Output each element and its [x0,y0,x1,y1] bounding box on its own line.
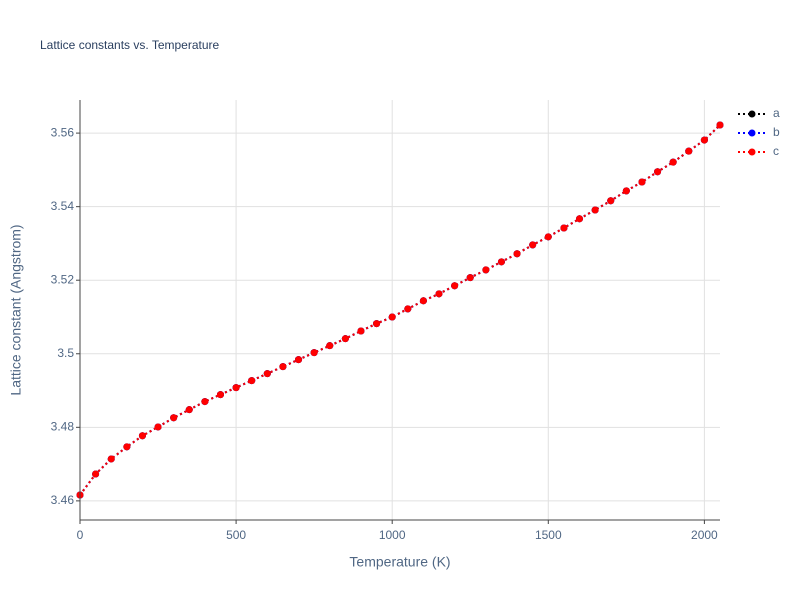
data-point [310,349,318,357]
data-point [170,414,178,422]
data-point [92,470,100,478]
data-point [326,342,334,350]
data-point [419,297,427,305]
data-point [123,443,131,451]
data-point [404,305,412,313]
y-tick-label: 3.48 [51,419,75,433]
data-point [497,258,505,266]
data-point [201,398,209,406]
data-point [622,187,630,195]
x-tick-label: 1500 [535,528,562,542]
data-point [373,320,381,328]
data-point [216,391,224,399]
series-line [79,124,721,496]
series-line [79,124,721,496]
data-point [654,168,662,176]
x-tick-label: 500 [226,528,246,542]
data-point [607,197,615,205]
data-point [435,290,443,298]
series-line [79,124,721,496]
y-tick-label: 3.5 [57,346,74,360]
chart-title: Lattice constants vs. Temperature [40,38,220,52]
data-point [154,423,162,431]
y-tick-label: 3.54 [51,199,75,213]
x-tick-label: 1000 [379,528,406,542]
data-point [716,121,724,129]
legend-marker [748,148,756,156]
data-point [279,363,287,371]
y-tick-label: 3.56 [51,125,75,139]
data-point [451,282,459,290]
data-point [295,356,303,364]
data-point [560,224,568,232]
data-point [513,250,521,258]
plot-area [76,121,724,499]
legend-marker [748,110,756,118]
data-point [263,370,271,378]
data-point [248,377,256,385]
data-point [107,455,115,463]
legend-marker [748,129,756,137]
legend-label: a [773,106,780,120]
data-point [232,384,240,392]
legend-label: b [773,125,780,139]
grid [76,100,720,524]
data-point [185,406,193,414]
y-tick-label: 3.46 [51,493,75,507]
data-point [669,158,677,166]
data-point [341,335,349,343]
data-point [388,313,396,321]
x-tick-label: 0 [77,528,84,542]
data-point [357,327,365,335]
data-point [700,136,708,144]
data-point [576,215,584,223]
data-point [591,206,599,214]
x-tick-label: 2000 [691,528,718,542]
y-axis-title: Lattice constant (Angstrom) [8,224,24,395]
data-point [638,178,646,186]
legend-label: c [773,144,779,158]
data-point [544,233,552,241]
y-tick-label: 3.52 [51,272,75,286]
data-point [466,274,474,282]
x-axis-title: Temperature (K) [349,554,450,570]
data-point [529,241,537,249]
data-point [685,147,693,155]
data-point [482,266,490,274]
legend: abc [738,106,780,158]
data-point [138,432,146,440]
